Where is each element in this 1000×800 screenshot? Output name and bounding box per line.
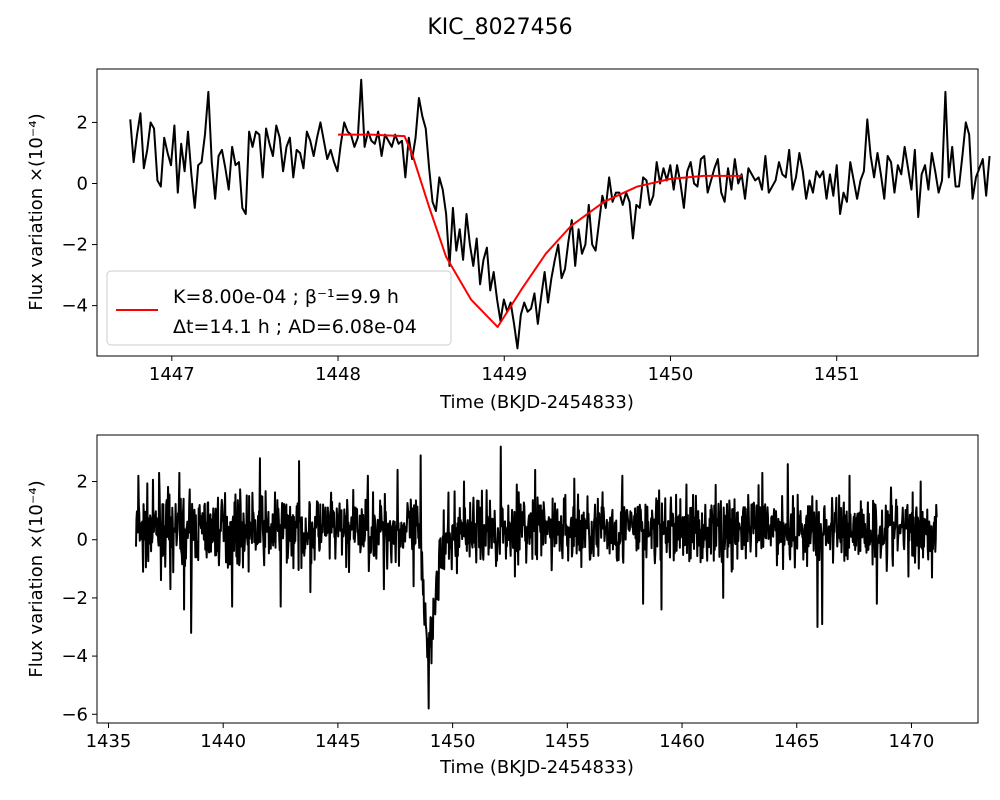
bottom-x-tick-label: 1460 — [659, 731, 705, 752]
top-axes-frame — [96, 68, 979, 357]
bottom-x-tick-label: 1465 — [774, 731, 820, 752]
top-x-tick-label: 1451 — [814, 364, 860, 385]
top-y-tick-label: 2 — [77, 112, 88, 133]
legend: K=8.00e-04 ; β⁻¹=9.9 h Δt=14.1 h ; AD=6.… — [106, 270, 452, 346]
bottom-x-tick-label: 1445 — [315, 731, 361, 752]
bottom-y-axis-label: Flux variation ×(10⁻⁴) — [26, 480, 47, 677]
legend-line-2: Δt=14.1 h ; AD=6.08e-04 — [173, 316, 417, 338]
top-y-tick-label: 0 — [77, 173, 88, 194]
top-x-tick-label: 1450 — [648, 364, 694, 385]
legend-box — [106, 270, 452, 346]
bottom-y-tick-label: −2 — [61, 588, 88, 609]
full-light-curve-line — [135, 445, 938, 710]
bottom-x-ticks: 1435 1440 1445 1450 1455 1460 1465 1470 — [86, 723, 935, 752]
bottom-x-axis-label: Time (BKJD-2454833) — [439, 757, 634, 778]
bottom-y-tick-label: 0 — [77, 530, 88, 551]
legend-line-1: K=8.00e-04 ; β⁻¹=9.9 h — [173, 286, 399, 308]
bottom-axes-frame — [96, 434, 979, 724]
top-y-ticks: −4 −2 0 2 — [61, 112, 97, 317]
bottom-plot-area — [135, 445, 938, 710]
top-x-axis-label: Time (BKJD-2454833) — [439, 392, 634, 413]
bottom-panel: 1435 1440 1445 1450 1455 1460 1465 1470 −6 −4 −2 0… — [26, 434, 979, 778]
top-y-axis-label: Flux variation ×(10⁻⁴) — [26, 113, 47, 310]
bottom-x-tick-label: 1470 — [889, 731, 935, 752]
bottom-y-ticks: −6 −4 −2 0 2 — [61, 472, 97, 725]
top-x-tick-label: 1449 — [481, 364, 527, 385]
top-x-ticks: 1447 1448 1449 1450 1451 — [149, 356, 860, 385]
bottom-x-tick-label: 1440 — [200, 731, 246, 752]
bottom-y-tick-label: −6 — [61, 704, 88, 725]
bottom-x-tick-label: 1435 — [86, 731, 132, 752]
top-x-tick-label: 1448 — [315, 364, 361, 385]
top-y-tick-label: −2 — [61, 235, 88, 256]
bottom-x-tick-label: 1455 — [544, 731, 590, 752]
top-panel: 1447 1448 1449 1450 1451 −4 −2 0 2 Time (BKJD-2… — [26, 68, 991, 413]
bottom-y-tick-label: 2 — [77, 472, 88, 493]
figure-title: KIC_8027456 — [427, 15, 572, 40]
observed-flux-line — [129, 78, 991, 350]
fit-curve-line — [338, 133, 742, 328]
bottom-y-tick-label: −4 — [61, 646, 88, 667]
bottom-x-tick-label: 1450 — [430, 731, 476, 752]
top-y-tick-label: −4 — [61, 296, 88, 317]
top-x-tick-label: 1447 — [149, 364, 195, 385]
top-plot-area — [129, 78, 991, 350]
